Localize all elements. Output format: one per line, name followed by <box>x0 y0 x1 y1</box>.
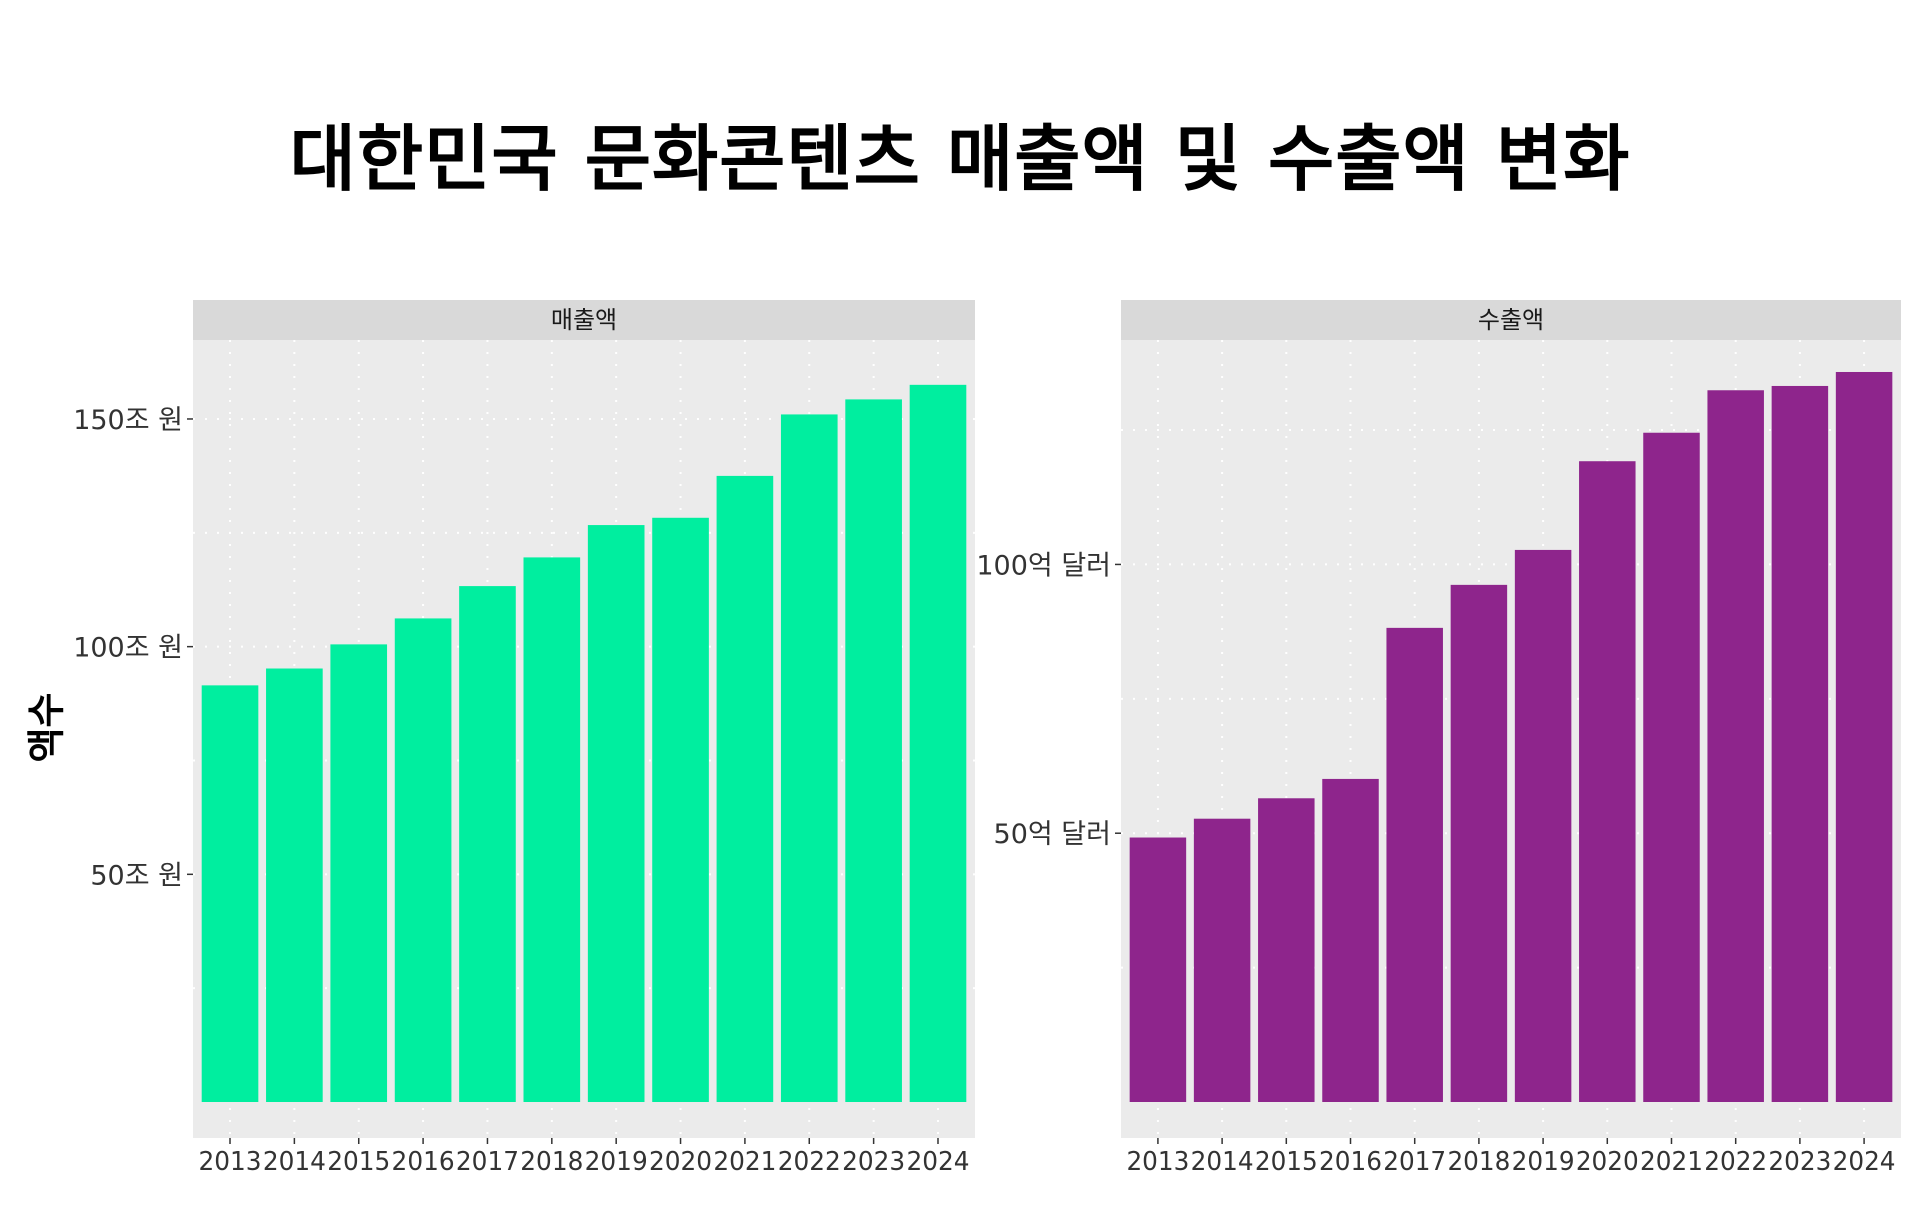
bar-2021 <box>1643 432 1700 1102</box>
y-tick-label: 150조 원 <box>73 405 183 436</box>
x-tick-label: 2022 <box>778 1147 841 1177</box>
x-tick-label: 2022 <box>1704 1147 1767 1177</box>
bar-2018 <box>1450 584 1508 1102</box>
y-tick-label: 50억 달러 <box>994 819 1111 850</box>
x-tick-label: 2014 <box>1191 1147 1254 1177</box>
x-tick-label: 2019 <box>585 1147 648 1177</box>
plot-background <box>193 340 975 1138</box>
x-tick-label: 2021 <box>1640 1147 1703 1177</box>
x-tick-label: 2015 <box>327 1147 390 1177</box>
x-tick-label: 2021 <box>713 1147 776 1177</box>
bar-2016 <box>394 618 452 1102</box>
bar-2019 <box>1514 549 1572 1102</box>
bar-2014 <box>1193 818 1251 1102</box>
bar-2015 <box>1258 798 1315 1102</box>
bar-2024 <box>909 384 967 1103</box>
x-tick-label: 2020 <box>649 1147 712 1177</box>
bar-2023 <box>845 399 902 1103</box>
x-tick-label: 2024 <box>1833 1147 1896 1177</box>
x-tick-label: 2024 <box>906 1147 969 1177</box>
bar-2021 <box>716 475 774 1102</box>
x-tick-label: 2023 <box>842 1147 905 1177</box>
x-tick-label: 2013 <box>198 1147 261 1177</box>
x-tick-label: 2018 <box>1447 1147 1510 1177</box>
bar-2018 <box>523 557 581 1102</box>
plot-background <box>1121 340 1901 1138</box>
bar-2016 <box>1322 778 1379 1102</box>
y-tick-label: 100조 원 <box>73 633 183 664</box>
x-tick-label: 2017 <box>456 1147 519 1177</box>
bar-2017 <box>1386 627 1443 1102</box>
x-tick-label: 2013 <box>1126 1147 1189 1177</box>
bar-2014 <box>266 668 323 1102</box>
x-tick-label: 2016 <box>392 1147 455 1177</box>
bar-2019 <box>587 525 645 1102</box>
x-tick-label: 2019 <box>1512 1147 1575 1177</box>
panel-title: 수출액 <box>1478 306 1544 334</box>
bar-2020 <box>1579 461 1636 1103</box>
bar-2022 <box>780 414 838 1102</box>
bar-2023 <box>1771 385 1829 1102</box>
x-tick-label: 2016 <box>1319 1147 1382 1177</box>
x-tick-label: 2018 <box>520 1147 583 1177</box>
x-tick-label: 2020 <box>1576 1147 1639 1177</box>
bar-2015 <box>330 644 388 1102</box>
y-tick-label: 50조 원 <box>90 860 183 891</box>
x-tick-label: 2014 <box>263 1147 326 1177</box>
panel-strip <box>193 300 975 340</box>
page-title: 대한민국 문화콘텐츠 매출액 및 수출액 변화 <box>289 117 1631 201</box>
bar-2013 <box>1129 837 1187 1102</box>
x-tick-label: 2023 <box>1768 1147 1831 1177</box>
x-tick-label: 2015 <box>1255 1147 1318 1177</box>
bar-2013 <box>201 685 259 1102</box>
bar-2024 <box>1835 371 1893 1102</box>
bar-2020 <box>652 517 709 1102</box>
panel-title: 매출액 <box>551 306 617 334</box>
x-tick-label: 2017 <box>1383 1147 1446 1177</box>
bar-2022 <box>1707 390 1764 1102</box>
y-tick-label: 100억 달러 <box>976 550 1111 581</box>
bar-2017 <box>459 586 516 1102</box>
panel-strip <box>1121 300 1901 340</box>
